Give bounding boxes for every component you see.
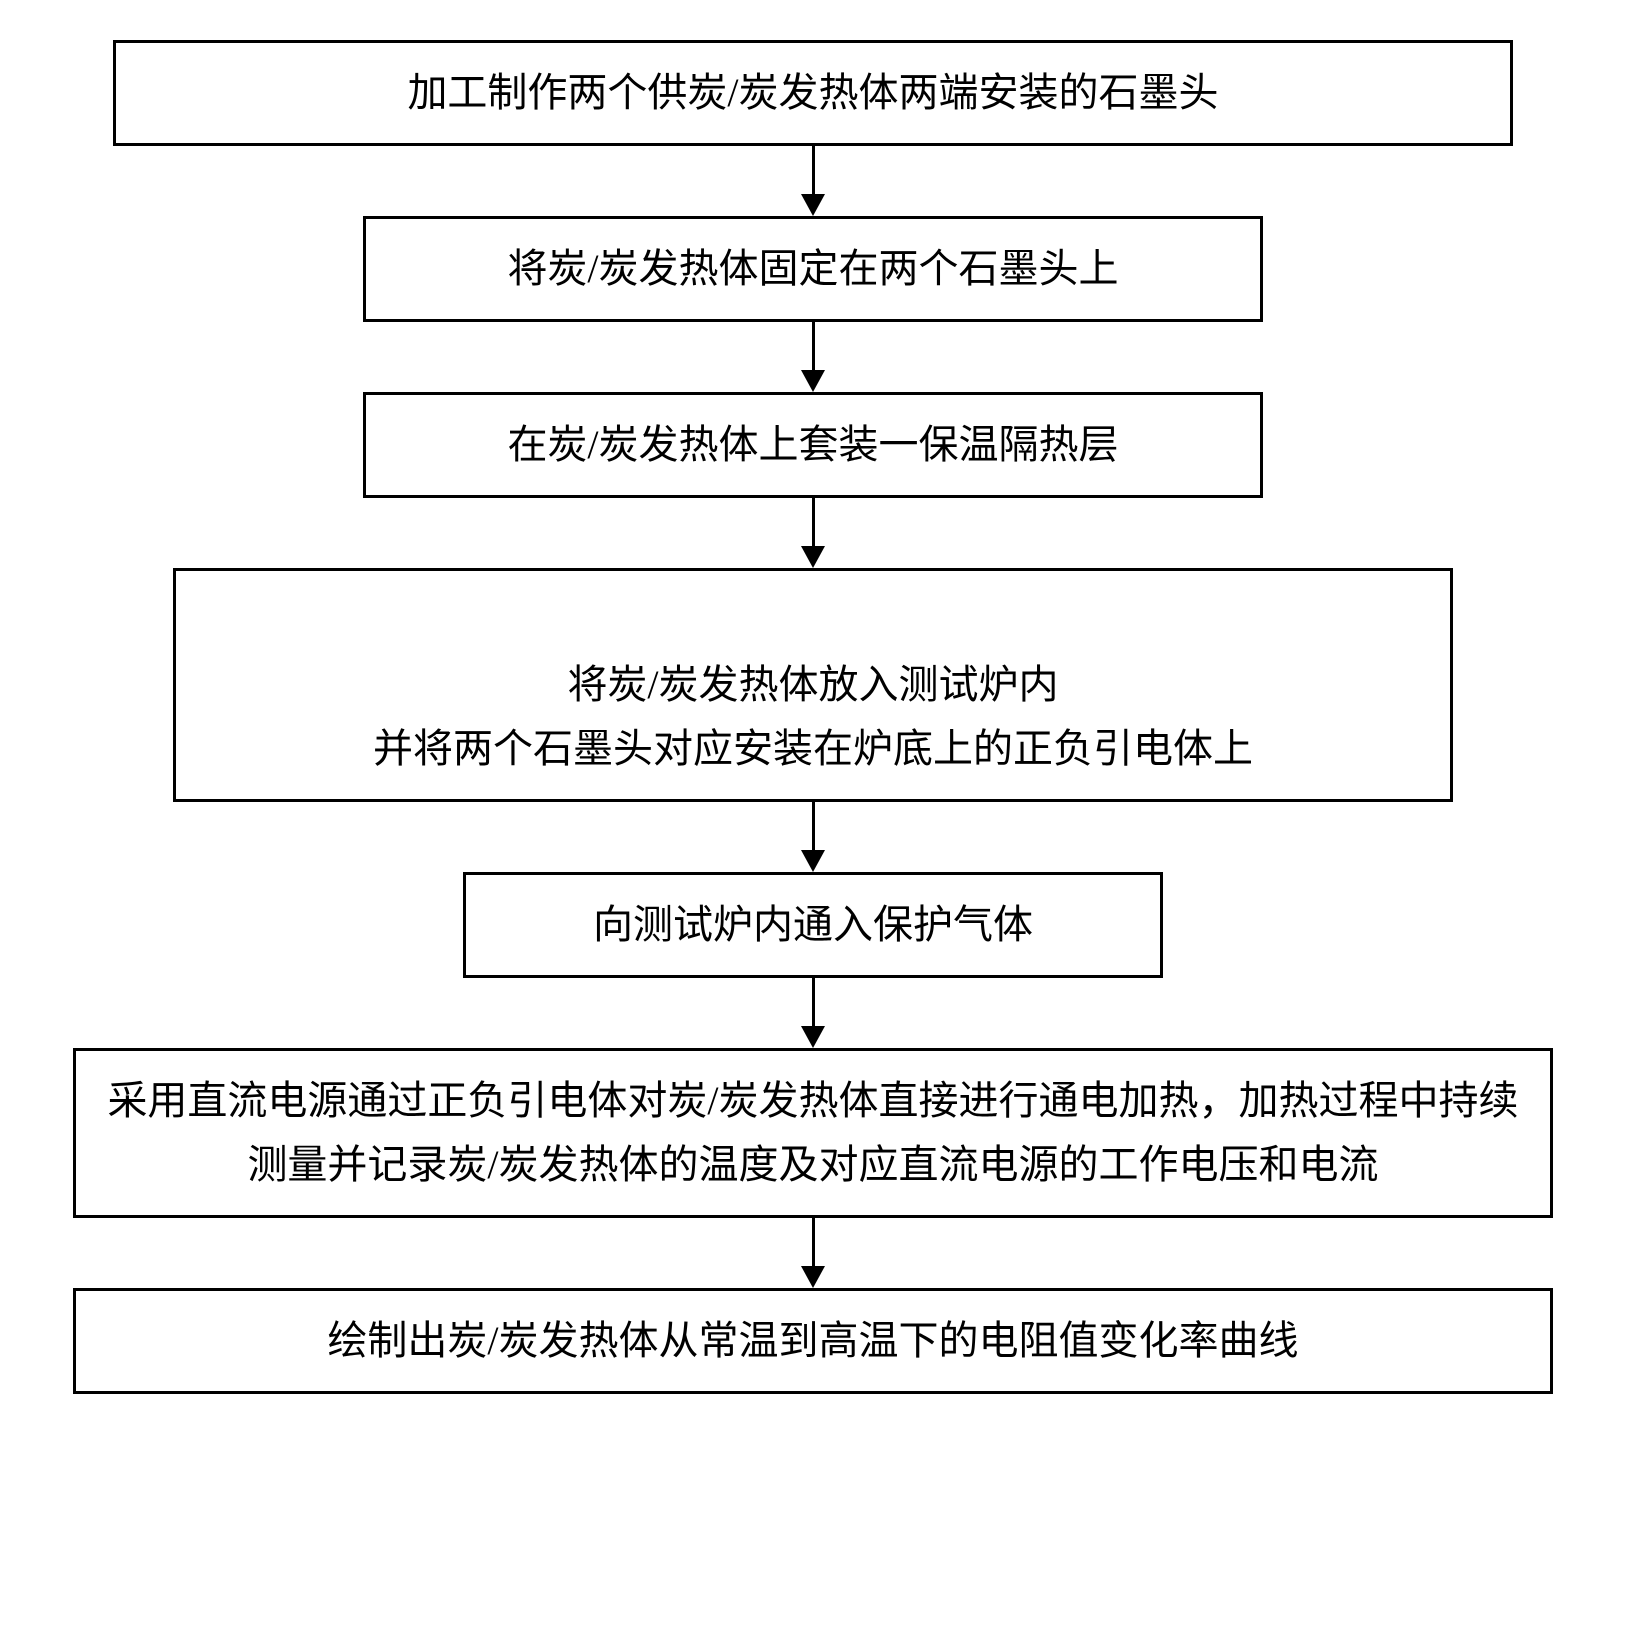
arrow-icon — [801, 802, 825, 872]
arrow-icon — [801, 322, 825, 392]
flowchart-step-1: 加工制作两个供炭/炭发热体两端安装的石墨头 — [113, 40, 1513, 146]
step-text: 绘制出炭/炭发热体从常温到高温下的电阻值变化率曲线 — [327, 1318, 1298, 1363]
arrow-icon — [801, 146, 825, 216]
flowchart-step-5: 向测试炉内通入保护气体 — [463, 872, 1163, 978]
step-text: 在炭/炭发热体上套装一保温隔热层 — [507, 422, 1118, 467]
step-text: 采用直流电源通过正负引电体对炭/炭发热体直接进行通电加热，加热过程中持续测量并记… — [107, 1078, 1518, 1187]
flowchart-step-7: 绘制出炭/炭发热体从常温到高温下的电阻值变化率曲线 — [73, 1288, 1553, 1394]
flowchart-step-6: 采用直流电源通过正负引电体对炭/炭发热体直接进行通电加热，加热过程中持续测量并记… — [73, 1048, 1553, 1218]
arrow-icon — [801, 498, 825, 568]
step-text: 向测试炉内通入保护气体 — [593, 902, 1033, 947]
step-text: 将炭/炭发热体固定在两个石墨头上 — [507, 246, 1118, 291]
flowchart-container: 加工制作两个供炭/炭发热体两端安装的石墨头 将炭/炭发热体固定在两个石墨头上 在… — [60, 40, 1566, 1394]
flowchart-step-4: 将炭/炭发热体放入测试炉内 并将两个石墨头对应安装在炉底上的正负引电体上 — [173, 568, 1453, 802]
step-text: 将炭/炭发热体放入测试炉内 并将两个石墨头对应安装在炉底上的正负引电体上 — [373, 662, 1253, 771]
flowchart-step-2: 将炭/炭发热体固定在两个石墨头上 — [363, 216, 1263, 322]
step-text: 加工制作两个供炭/炭发热体两端安装的石墨头 — [407, 70, 1218, 115]
arrow-icon — [801, 1218, 825, 1288]
flowchart-step-3: 在炭/炭发热体上套装一保温隔热层 — [363, 392, 1263, 498]
arrow-icon — [801, 978, 825, 1048]
